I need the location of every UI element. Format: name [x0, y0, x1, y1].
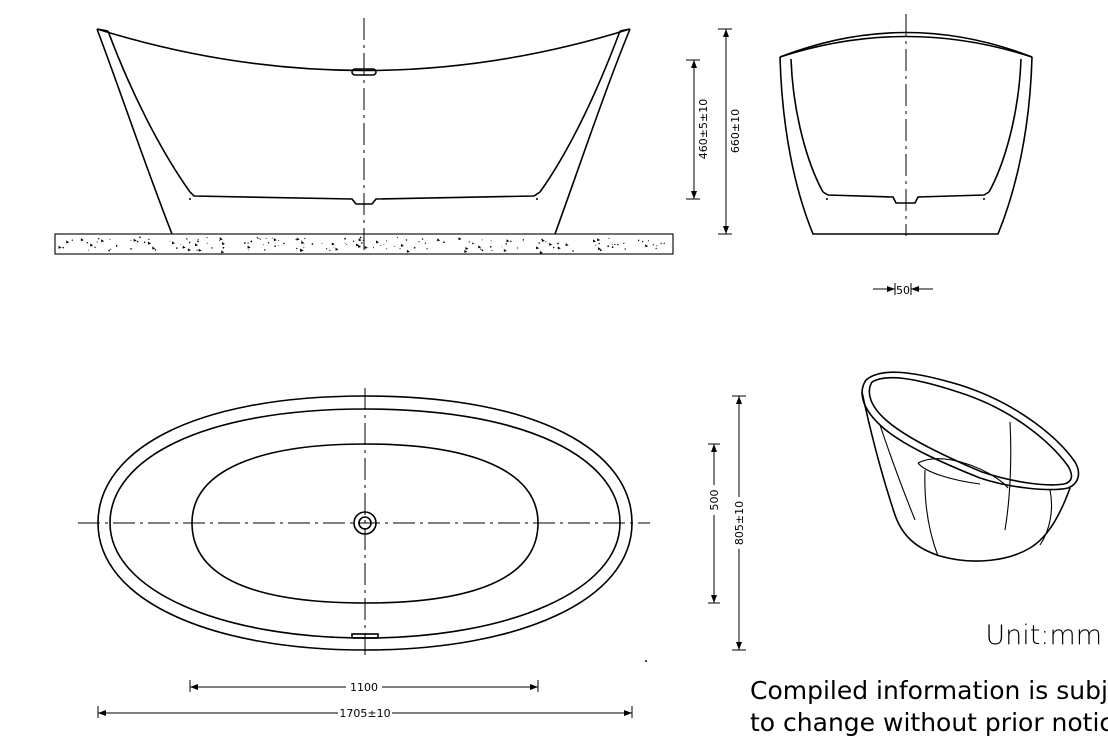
drain-outer — [353, 511, 377, 535]
side-view-dimensions: 460±5±10 660±10 — [686, 28, 742, 235]
end-view — [779, 14, 1033, 236]
isometric-view — [861, 371, 1080, 562]
side-view — [54, 18, 674, 255]
drain-inner — [358, 516, 372, 530]
dim-total-height: 660±10 — [729, 109, 742, 153]
dim-inner-width: 500 — [708, 490, 721, 511]
notice-line-1: Compiled information is subject — [750, 676, 1108, 705]
dim-total-length: 1705±10 — [339, 707, 390, 720]
floor-texture — [58, 236, 665, 254]
top-view — [78, 388, 650, 662]
dim-total-width: 805±10 — [733, 501, 746, 545]
unit-label: Unit:mm — [985, 620, 1102, 651]
top-view-dimensions: 1100 1705±10 500 805±10 — [97, 395, 749, 720]
dim-side-inner-depth: 460±5±10 — [697, 99, 710, 159]
end-offset-dimension: 50 — [873, 283, 933, 297]
dim-inner-length: 1100 — [350, 681, 378, 694]
notice-line-2: to change without prior notice — [750, 708, 1108, 737]
floor-slab — [54, 233, 674, 255]
dim-end-offset: 50 — [896, 284, 910, 297]
top-overflow-slot — [351, 633, 379, 639]
